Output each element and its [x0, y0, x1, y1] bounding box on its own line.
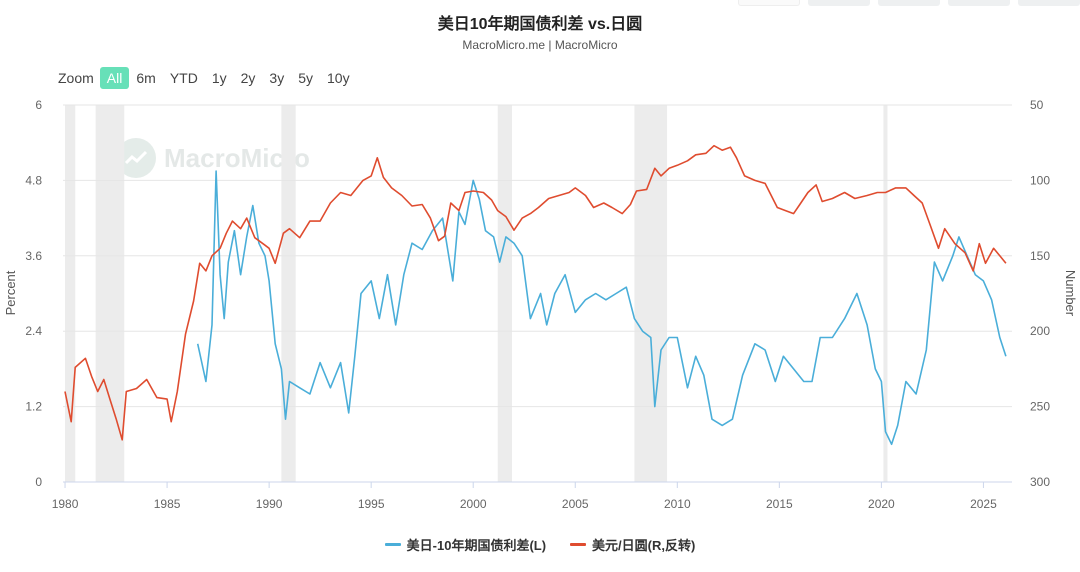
zoom-button-6m[interactable]: 6m: [136, 70, 156, 86]
series-lines: [64, 144, 1007, 446]
chart-title: 美日10年期国债利差 vs.日圆: [437, 16, 643, 33]
gridlines: [63, 104, 1012, 483]
zoom-button-2y[interactable]: 2y: [240, 70, 256, 86]
x-tick-label: 2025: [970, 497, 997, 511]
top-tab-placeholder[interactable]: [738, 0, 800, 6]
left-tick-label: 0: [35, 475, 42, 489]
x-tick-label: 1990: [256, 497, 283, 511]
top-tab-placeholder[interactable]: [808, 0, 870, 6]
right-axis-label: Number: [1063, 270, 1078, 317]
recession-band: [281, 105, 296, 482]
zoom-label: Zoom: [58, 70, 94, 86]
zoom-button-all[interactable]: All: [99, 67, 130, 89]
x-tick-label: 2000: [460, 497, 487, 511]
top-tab-placeholder[interactable]: [878, 0, 940, 6]
right-tick-label: 100: [1030, 173, 1050, 187]
recession-band: [497, 105, 512, 482]
x-tick-label: 2010: [664, 497, 691, 511]
x-tick-label: 1985: [154, 497, 181, 511]
right-tick-label: 300: [1030, 475, 1050, 489]
series-line-spread: [196, 170, 1007, 446]
right-axis-ticks: 300 250 200 150 100 50: [1030, 98, 1050, 489]
left-tick-label: 6: [35, 98, 42, 112]
zoom-button-5y[interactable]: 5y: [298, 70, 313, 86]
x-tick-label: 2020: [868, 497, 895, 511]
right-tick-label: 150: [1030, 249, 1050, 263]
left-tick-label: 4.8: [25, 173, 42, 187]
x-tick-label: 1980: [52, 497, 79, 511]
top-tab-placeholder[interactable]: [948, 0, 1010, 6]
recession-bands: [65, 105, 888, 482]
legend-swatch-usdjpy: [570, 543, 587, 546]
top-tab-placeholder[interactable]: [1018, 0, 1080, 6]
right-tick-label: 50: [1030, 98, 1044, 112]
left-axis-ticks: 0 1.2 2.4 3.6 4.8 6: [25, 98, 42, 489]
zoom-button-10y[interactable]: 10y: [327, 70, 350, 86]
x-tick-label: 1995: [358, 497, 385, 511]
zoom-button-3y[interactable]: 3y: [269, 70, 285, 86]
legend-item-usdjpy[interactable]: 美元/日圆(R,反转): [570, 535, 695, 554]
zoom-button-ytd[interactable]: YTD: [169, 70, 198, 86]
legend-label-usdjpy: 美元/日圆(R,反转): [592, 538, 696, 553]
zoom-bar: Zoom All 6m YTD 1y 2y 3y 5y 10y: [52, 67, 357, 89]
recession-band: [634, 105, 668, 482]
series-line-usdjpy: [64, 144, 1007, 441]
x-tick-label: 2005: [562, 497, 589, 511]
x-tick-label: 2015: [766, 497, 793, 511]
left-axis-label: Percent: [3, 270, 18, 315]
legend-item-spread[interactable]: 美日-10年期国债利差(L): [384, 535, 547, 554]
left-tick-label: 3.6: [25, 249, 42, 263]
legend-swatch-spread: [384, 543, 401, 546]
zoom-button-1y[interactable]: 1y: [211, 70, 227, 86]
right-tick-label: 250: [1030, 400, 1050, 414]
recession-band: [65, 105, 76, 482]
left-tick-label: 2.4: [25, 324, 42, 338]
left-tick-label: 1.2: [25, 400, 42, 414]
legend-label-spread: 美日-10年期国债利差(L): [406, 538, 547, 553]
legend: 美日-10年期国债利差(L) 美元/日圆(R,反转): [0, 535, 1080, 554]
x-axis-ticks: 1980 1985 1990 1995 2000 2005 2010 2015 2020 2025: [52, 481, 1012, 511]
right-tick-label: 200: [1030, 324, 1050, 338]
recession-band: [95, 105, 125, 482]
top-tab-strip: [738, 0, 1080, 6]
chart-subtitle: MacroMicro.me | MacroMicro: [462, 38, 618, 52]
recession-band: [883, 105, 888, 482]
